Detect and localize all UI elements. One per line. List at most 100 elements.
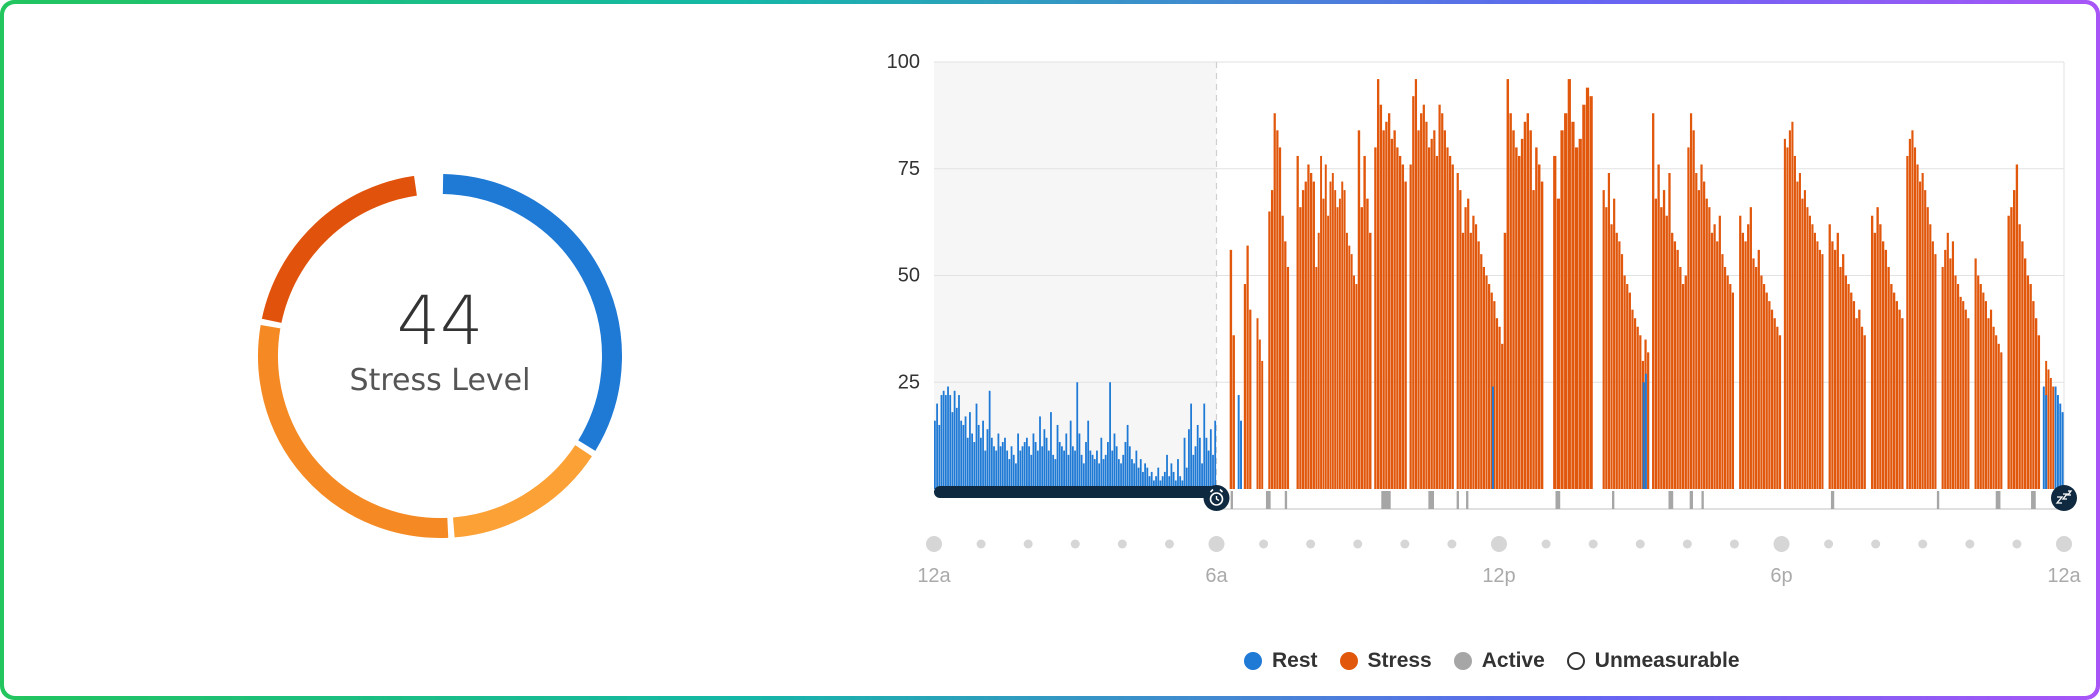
stress-breakdown-ring — [258, 174, 622, 538]
rest-bar — [1120, 463, 1122, 489]
active-mark — [1265, 491, 1271, 509]
stress-bar — [1836, 232, 1839, 490]
stress-bar — [1908, 138, 1911, 490]
rest-bar — [1124, 442, 1127, 489]
legend-item-active: Active — [1453, 649, 1545, 673]
stress-bar — [1396, 147, 1399, 489]
hour-dot — [976, 539, 986, 549]
stress-bar — [1855, 318, 1858, 489]
stress-bar — [1379, 104, 1383, 489]
stress-bar — [1828, 224, 1831, 489]
rest-bar — [1093, 459, 1096, 489]
legend-label-stress: Stress — [1367, 649, 1432, 672]
stress-bar — [1324, 164, 1327, 490]
rest-bar — [1201, 463, 1203, 489]
hour-dot-major — [1208, 536, 1225, 552]
stress-bar — [1535, 147, 1538, 489]
stress-bar — [1768, 301, 1771, 489]
stress-bar — [1329, 181, 1332, 489]
rest-bar — [951, 412, 954, 489]
rest-bar — [979, 437, 982, 489]
stress-bar — [1798, 173, 1801, 489]
stress-bar — [1964, 309, 1967, 489]
rest-bar — [1126, 424, 1129, 489]
stress-bar — [1353, 275, 1355, 489]
rest-bar — [1135, 450, 1138, 489]
stress-bar — [1414, 79, 1418, 489]
rest-bar — [940, 395, 943, 489]
stress-bar — [1490, 292, 1493, 489]
stress-bar — [2012, 190, 2016, 489]
stress-bar — [1331, 173, 1334, 489]
stress-bar — [1433, 130, 1436, 489]
ring-segment-stress-3 — [261, 175, 417, 323]
stress-bar — [1898, 309, 1901, 489]
rest-bar — [936, 403, 938, 489]
stress-bar — [1839, 266, 1842, 489]
stress-bar — [1369, 232, 1372, 490]
stress-bar — [1803, 190, 1806, 489]
rest-bar — [984, 450, 987, 489]
rest-bar — [1028, 446, 1030, 489]
stress-bar — [1526, 113, 1530, 490]
rest-bar — [1157, 467, 1160, 489]
stress-bar — [1518, 155, 1521, 489]
rest-bar — [1122, 454, 1125, 489]
stress-bar — [1689, 113, 1693, 490]
stress-bar — [1892, 292, 1896, 489]
rest-bar — [1203, 403, 1206, 489]
rest-bar — [944, 395, 947, 489]
stress-bar — [1404, 181, 1407, 489]
stress-bar — [1560, 130, 1564, 489]
stress-bar — [1446, 147, 1449, 489]
rest-bar — [1128, 446, 1131, 489]
rest-bar — [1074, 450, 1076, 489]
rest-bar — [1139, 459, 1142, 489]
stress-bar — [1879, 224, 1882, 489]
stress-bar — [1695, 173, 1698, 489]
hour-dot — [1588, 539, 1598, 549]
stress-bar — [1718, 215, 1721, 489]
stress-bar — [1376, 79, 1380, 489]
rest-bar — [1089, 450, 1092, 489]
stress-bar — [1420, 113, 1423, 490]
hour-dot — [1353, 539, 1363, 549]
stress-bar — [1360, 207, 1363, 489]
stress-bar — [1858, 309, 1861, 489]
rest-bar — [1185, 467, 1188, 489]
stress-bar — [1806, 207, 1809, 489]
hour-dot-major — [1773, 536, 1790, 552]
stress-bar — [1692, 130, 1695, 489]
stress-bar — [1574, 147, 1579, 489]
stress-bar — [1995, 335, 1998, 489]
rest-bar — [1012, 454, 1015, 489]
stress-bar — [1515, 147, 1518, 489]
rest-bar — [964, 416, 967, 489]
stress-bar — [1919, 181, 1922, 489]
stress-bar — [1256, 318, 1259, 489]
stress-bar — [1946, 232, 1949, 490]
stress-bar — [1895, 301, 1899, 489]
stress-bar — [1639, 335, 1642, 489]
stress-bar — [1501, 343, 1504, 489]
stress-bar — [1654, 198, 1658, 489]
rest-bar — [1056, 424, 1059, 489]
stress-bar — [1788, 130, 1791, 489]
stress-bar — [1713, 224, 1716, 489]
stress-score-label: Stress Level — [349, 363, 531, 398]
stress-score-value: 44 — [396, 282, 484, 361]
rest-bar — [1052, 454, 1055, 489]
stress-bar — [1556, 198, 1561, 489]
legend-label-active: Active — [1481, 649, 1545, 672]
rest-bar — [1078, 433, 1081, 489]
stress-bar — [1480, 254, 1483, 489]
rest-bar — [1214, 420, 1217, 489]
rest-bar — [1085, 442, 1087, 489]
rest-bar — [942, 390, 945, 489]
stress-bar — [1760, 275, 1763, 489]
stress-bar — [1615, 232, 1618, 490]
stress-bar — [1941, 266, 1944, 489]
stress-bar — [1974, 258, 1977, 489]
stress-bar — [1757, 249, 1760, 489]
